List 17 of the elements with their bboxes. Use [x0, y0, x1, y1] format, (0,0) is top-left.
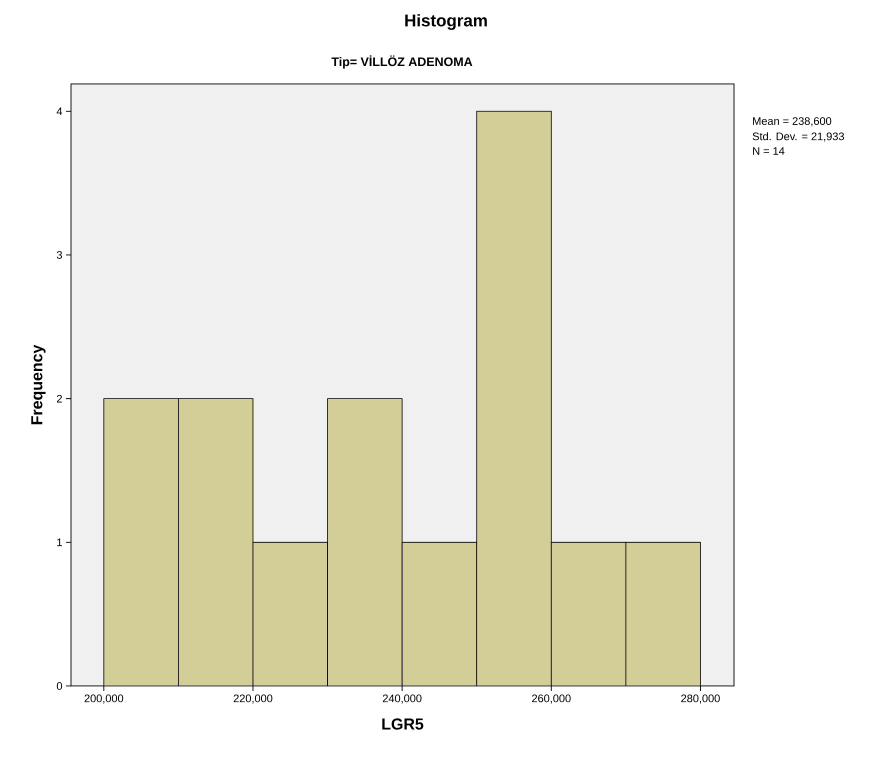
x-tick-label: 260,000 [532, 694, 571, 704]
y-tick-label: 3 [56, 251, 62, 259]
y-axis-title: Frequency [31, 344, 46, 424]
x-axis-title: LGR5 [382, 718, 424, 730]
x-tick-label: 200,000 [84, 694, 124, 704]
text: Mean = 238,600 [753, 117, 832, 126]
y-tick-label: 1 [57, 538, 62, 546]
x-tick-label: 280,000 [681, 694, 720, 704]
x-tick-label: 220,000 [234, 694, 272, 704]
y-tick-label: 0 [56, 682, 62, 690]
y-tick-label: 4 [56, 108, 62, 116]
x-tick-label: 240,000 [382, 694, 422, 704]
chart-title: Histogram [405, 14, 487, 30]
y-tick-label: 2 [56, 394, 62, 402]
text: N = 14 [753, 147, 784, 155]
text: Std. Dev. = 21,933 [752, 132, 844, 142]
chart-subtitle: Tip= VİLLÖZ ADENOMA [332, 55, 472, 69]
